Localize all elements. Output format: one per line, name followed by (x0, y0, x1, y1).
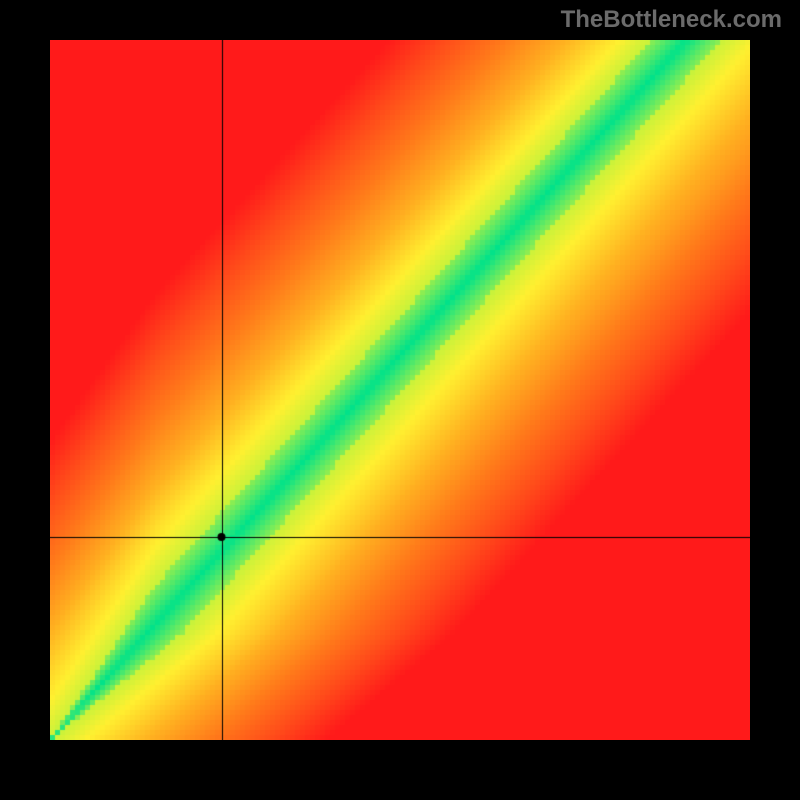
chart-container: TheBottleneck.com (0, 0, 800, 800)
bottleneck-heatmap (50, 40, 750, 740)
watermark-text: TheBottleneck.com (561, 6, 782, 34)
